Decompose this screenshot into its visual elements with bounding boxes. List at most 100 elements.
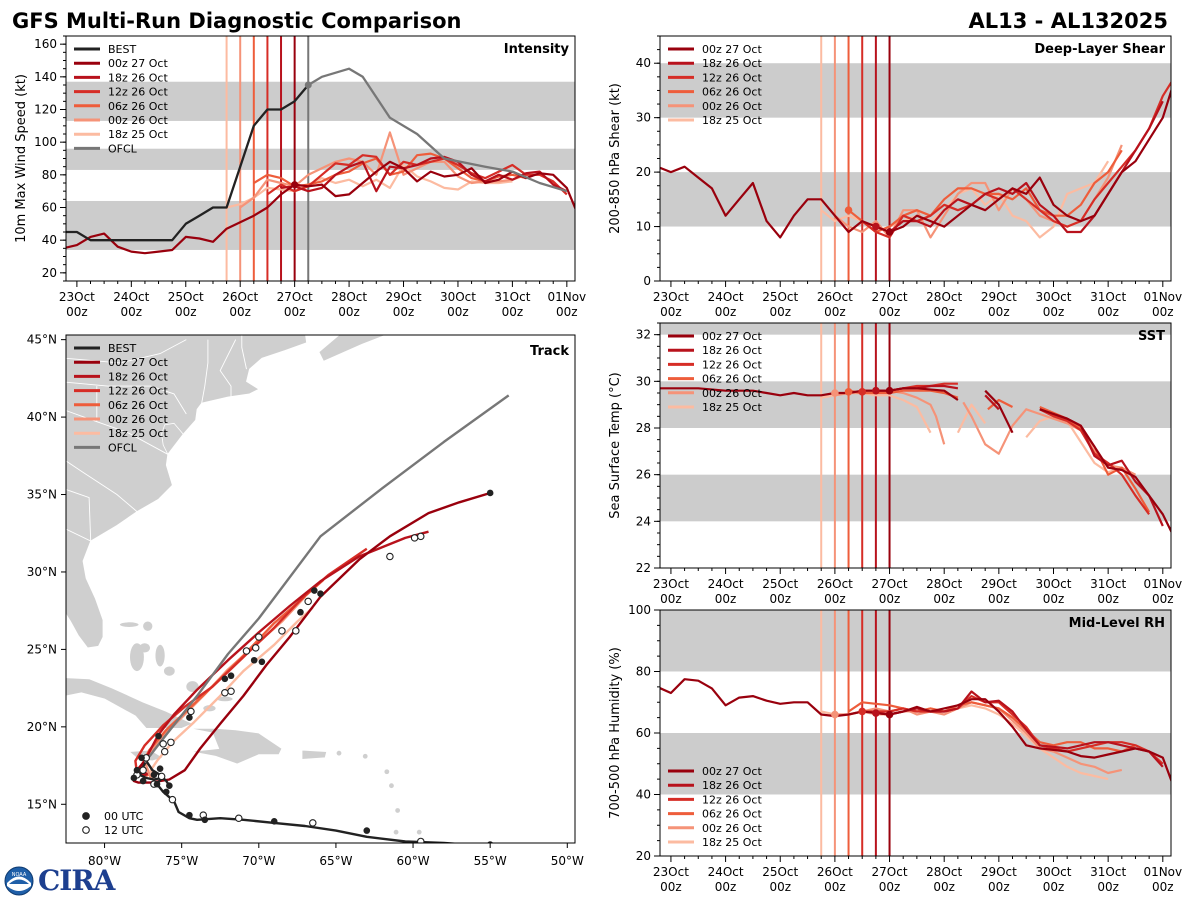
x-tick-label: 31Oct <box>1090 865 1126 879</box>
x-tick-label: 00z <box>715 305 737 319</box>
y-tick-label: 60 <box>636 726 651 740</box>
x-tick-label: 65°W <box>319 854 352 868</box>
x-tick-label: 24Oct <box>708 865 744 879</box>
track-point-12utc <box>304 597 312 606</box>
track-point-12utc <box>139 766 147 774</box>
land-lesser-antilles-island <box>393 829 399 835</box>
legend-label: 12z 26 Oct <box>108 86 168 99</box>
y-tick-label: 26 <box>636 468 651 482</box>
land-cuba <box>66 677 194 729</box>
legend-label: 00z 26 Oct <box>702 100 762 113</box>
track-line <box>149 606 314 782</box>
legend-label: 06z 26 Oct <box>702 808 762 821</box>
series-line <box>984 389 1014 434</box>
marker-legend-symbol <box>82 826 90 834</box>
track-point-00utc <box>297 608 304 616</box>
x-tick-label: 28Oct <box>926 290 962 304</box>
x-tick-label: 29Oct <box>981 577 1017 591</box>
track-point-00utc <box>166 782 173 789</box>
track-point-12utc <box>160 747 169 756</box>
legend-label: BEST <box>108 43 136 56</box>
x-tick-label: 00z <box>1097 880 1119 894</box>
state-border <box>66 339 187 364</box>
land-lesser-antilles-island <box>384 847 389 852</box>
legend-label: 18z 25 Oct <box>702 401 762 414</box>
y-tick-label: 80 <box>42 168 57 182</box>
track-point-00utc <box>258 658 266 666</box>
y-tick-label: 35°N <box>27 488 57 502</box>
track-point-00utc <box>138 754 145 762</box>
figure-title: GFS Multi-Run Diagnostic Comparison <box>12 9 461 33</box>
track-point-00utc <box>186 714 193 721</box>
plot-area <box>660 323 1171 568</box>
sst-panel: 23Oct00z24Oct00z25Oct00z26Oct00z27Oct00z… <box>608 322 1182 606</box>
y-tick-label: 45°N <box>27 333 57 347</box>
y-tick-label: 40°N <box>27 410 57 424</box>
y-axis-label: 10m Max Wind Speed (kt) <box>14 74 29 243</box>
track-panel: 80°W 75°W 70°W 65°W 60°W 55°W 50°W 15°N 20°N 25°N… <box>27 333 584 868</box>
x-tick-label: 00z <box>769 305 791 319</box>
land-lesser-antilles-island <box>395 808 401 813</box>
legend-label: 18z 25 Oct <box>108 128 168 141</box>
y-tick-label: 40 <box>636 56 651 70</box>
legend-label: 18z 25 Oct <box>702 114 762 127</box>
land-bahamas-island <box>143 621 153 631</box>
legend-label: 00z 27 Oct <box>702 43 762 56</box>
y-tick-label: 120 <box>34 103 57 117</box>
y-tick-label: 32 <box>636 328 651 342</box>
legend-label: 00z 26 Oct <box>702 822 762 835</box>
track-line <box>143 394 510 764</box>
series-line <box>66 84 310 242</box>
x-tick-label: 26Oct <box>817 865 853 879</box>
x-tick-label: 29Oct <box>981 865 1017 879</box>
legend-label: 00z 27 Oct <box>108 57 168 70</box>
axes-frame <box>659 322 1172 569</box>
legend-label: 00z 26 Oct <box>108 114 168 127</box>
panel-title: Track <box>530 344 569 359</box>
x-tick-label: 00z <box>556 305 578 319</box>
land-puerto-rico <box>301 749 328 760</box>
series-line <box>307 67 568 193</box>
y-tick-label: 80 <box>636 665 651 679</box>
series-point <box>872 709 880 717</box>
x-tick-label: 00z <box>988 305 1010 319</box>
series-point <box>885 386 894 395</box>
y-axis-label: 200-850 hPa Shear (kt) <box>608 83 623 234</box>
x-tick-label: 29Oct <box>386 290 422 304</box>
series-point <box>872 386 880 395</box>
x-tick-label: 00z <box>879 592 901 606</box>
shear-panel: 23Oct00z24Oct00z25Oct00z26Oct00z27Oct00z… <box>608 35 1182 319</box>
series-line <box>66 160 575 255</box>
y-axis-label: Sea Surface Temp (°C) <box>608 372 623 519</box>
legend-label: 00z 26 Oct <box>108 413 168 426</box>
x-tick-label: 27Oct <box>872 577 908 591</box>
land-bahamas-island <box>139 643 151 653</box>
panel-title: SST <box>1138 329 1165 344</box>
x-tick-label: 75°W <box>165 854 198 868</box>
x-tick-label: 31Oct <box>1090 290 1126 304</box>
track-point-00utc <box>156 765 164 772</box>
x-tick-label: 00z <box>933 880 955 894</box>
series-line <box>660 678 1171 783</box>
legend-label: 18z 26 Oct <box>702 344 762 357</box>
series-point <box>304 81 312 89</box>
series-point <box>831 389 839 397</box>
legend-label: 12z 26 Oct <box>108 385 168 398</box>
legend-label: 00z 27 Oct <box>108 356 168 369</box>
x-tick-label: 26Oct <box>222 290 258 304</box>
track-point-00utc <box>270 818 278 825</box>
panel-title: Mid-Level RH <box>1069 616 1165 631</box>
x-tick-label: 01Nov <box>547 290 586 304</box>
legend-label: 06z 26 Oct <box>702 373 762 386</box>
x-tick-label: 30Oct <box>1035 865 1071 879</box>
x-tick-label: 00z <box>879 880 901 894</box>
x-tick-label: 00z <box>175 305 197 319</box>
x-tick-label: 00z <box>229 305 251 319</box>
track-point-12utc <box>309 819 317 827</box>
legend-label: 00z 26 Oct <box>702 387 762 400</box>
legend-label: 00z 27 Oct <box>702 765 762 778</box>
legend-label: 18z 26 Oct <box>108 71 168 84</box>
legend-label: 12z 26 Oct <box>702 71 762 84</box>
x-tick-label: 00z <box>1043 592 1065 606</box>
